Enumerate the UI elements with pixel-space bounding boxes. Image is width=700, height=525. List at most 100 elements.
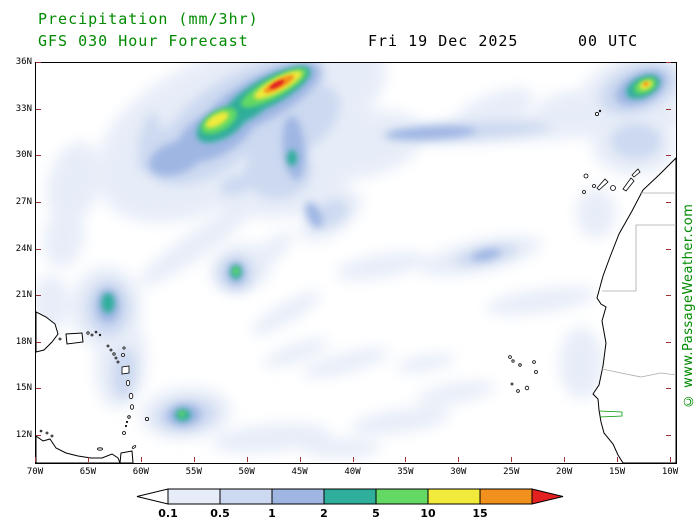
legend-chip-2 bbox=[271, 488, 325, 505]
axis-tick bbox=[666, 248, 671, 250]
precip-blob bbox=[211, 423, 331, 453]
axis-tick bbox=[666, 435, 671, 436]
axis-tick bbox=[36, 108, 41, 110]
lat-label-12N: 12N bbox=[15, 430, 32, 440]
axis-tick bbox=[670, 457, 671, 462]
forecast-subtitle: GFS 030 Hour Forecast bbox=[38, 32, 249, 50]
precip-blob bbox=[178, 411, 186, 417]
axis-tick bbox=[87, 457, 89, 462]
axis-tick bbox=[666, 62, 671, 63]
legend-label-2: 2 bbox=[320, 507, 328, 520]
precip-blob bbox=[205, 111, 229, 129]
lon-label-70W: 70W bbox=[26, 467, 44, 477]
precip-blob bbox=[220, 174, 252, 196]
lon-label-60W: 60W bbox=[132, 467, 149, 477]
island-lanzarote bbox=[631, 168, 641, 178]
precip-blob bbox=[43, 208, 85, 268]
axis-tick bbox=[299, 457, 301, 462]
island-margarita bbox=[97, 447, 103, 451]
island-tenerife bbox=[596, 178, 609, 191]
axis-tick bbox=[458, 457, 460, 462]
legend-label-0.5: 0.5 bbox=[210, 507, 230, 520]
island-trinidad bbox=[119, 450, 134, 463]
legend-svg: 0.1 0.5 1 2 5 10 15 bbox=[136, 488, 564, 520]
legend-chip-3 bbox=[323, 488, 377, 505]
axis-tick bbox=[36, 341, 41, 343]
axis-tick bbox=[36, 248, 41, 250]
island-la-palma bbox=[583, 173, 589, 179]
precip-blob bbox=[101, 293, 115, 313]
precip-blob bbox=[396, 353, 456, 373]
legend-chip-0 bbox=[167, 488, 221, 505]
axis-tick bbox=[140, 457, 142, 462]
legend-arrow-low bbox=[136, 488, 169, 505]
precip-blob bbox=[233, 267, 239, 275]
legend-chip-4 bbox=[375, 488, 429, 505]
precip-blob bbox=[386, 126, 476, 140]
axis-tick bbox=[36, 388, 41, 390]
legend-label-5: 5 bbox=[372, 507, 380, 520]
axis-tick bbox=[666, 201, 671, 203]
precip-blob bbox=[138, 203, 254, 287]
forecast-time: 00 UTC bbox=[578, 32, 639, 50]
lat-label-36N: 36N bbox=[15, 57, 32, 67]
precip-blob bbox=[46, 141, 102, 225]
island-porto-santo bbox=[598, 109, 602, 113]
island-fuerteventura bbox=[622, 177, 635, 192]
axis-tick bbox=[564, 457, 566, 462]
island-bonaire bbox=[50, 434, 54, 438]
island-hierro bbox=[582, 190, 586, 194]
axis-tick bbox=[617, 457, 619, 462]
lon-label-10W: 10W bbox=[661, 467, 679, 477]
forecast-date: Fri 19 Dec 2025 bbox=[368, 32, 519, 50]
lon-label-65W: 65W bbox=[79, 467, 97, 477]
axis-tick bbox=[36, 155, 41, 157]
legend-label-0.1: 0.1 bbox=[158, 507, 178, 520]
island-curacao bbox=[45, 431, 49, 435]
precip-blob bbox=[611, 123, 661, 159]
precip-blob bbox=[262, 338, 330, 368]
axis-tick bbox=[666, 341, 671, 343]
lon-label-20W: 20W bbox=[556, 467, 573, 477]
axis-tick bbox=[36, 435, 41, 436]
precip-blob bbox=[305, 201, 323, 229]
lat-label-15N: 15N bbox=[15, 383, 32, 394]
precip-blob bbox=[248, 231, 294, 271]
map-svg bbox=[36, 63, 676, 463]
lat-label-33N: 33N bbox=[15, 103, 32, 114]
precip-layer-l8 bbox=[269, 80, 285, 89]
border-mauritania-senegal bbox=[601, 368, 676, 378]
axis-tick bbox=[666, 108, 671, 110]
island-puerto-rico bbox=[65, 332, 84, 345]
lon-label-15W: 15W bbox=[608, 467, 626, 477]
axis-tick bbox=[666, 295, 671, 297]
island-gomera bbox=[592, 184, 596, 188]
axis-tick bbox=[666, 388, 671, 390]
precip-blob bbox=[269, 80, 285, 89]
precip-blob bbox=[351, 407, 451, 435]
legend-chip-6 bbox=[479, 488, 533, 505]
lat-label-24N: 24N bbox=[15, 243, 32, 254]
precip-blob bbox=[416, 380, 496, 406]
island-aruba bbox=[39, 429, 43, 433]
lon-label-30W: 30W bbox=[450, 467, 467, 477]
lon-label-55W: 55W bbox=[185, 467, 202, 477]
axis-tick bbox=[511, 457, 513, 462]
precip-blob bbox=[301, 438, 381, 458]
legend-chip-5 bbox=[427, 488, 481, 505]
lon-label-50W: 50W bbox=[238, 467, 255, 477]
map-canvas bbox=[35, 62, 677, 464]
axis-tick bbox=[352, 457, 354, 462]
lat-label-30N: 30N bbox=[15, 150, 32, 161]
lat-label-21N: 21N bbox=[15, 290, 32, 301]
island-madeira bbox=[595, 112, 600, 117]
precip-blob bbox=[559, 327, 603, 399]
islands-cape-verde bbox=[508, 355, 538, 393]
axis-tick bbox=[36, 201, 41, 203]
axis-tick bbox=[405, 457, 407, 462]
axis-tick bbox=[36, 62, 41, 63]
lat-label-18N: 18N bbox=[15, 336, 32, 347]
precip-blob bbox=[485, 286, 597, 316]
precipitation-layer bbox=[36, 63, 676, 458]
